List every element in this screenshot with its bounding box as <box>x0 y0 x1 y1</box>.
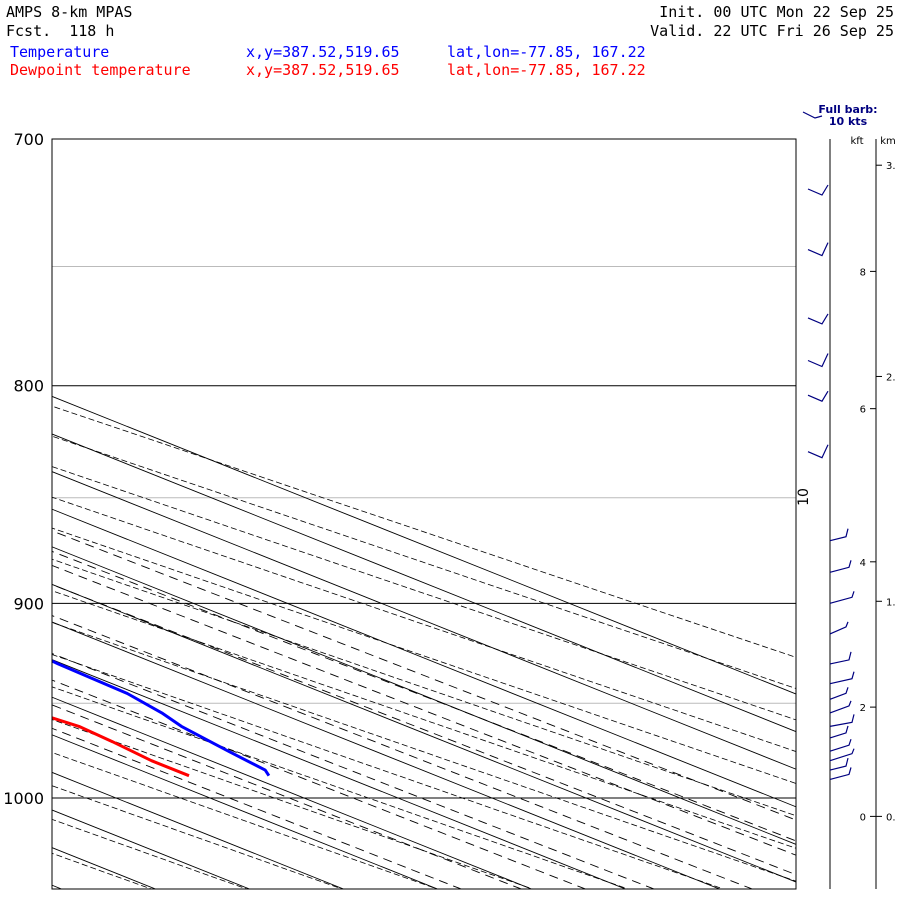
isotherm-line <box>52 433 796 733</box>
isotherm-line <box>52 696 532 889</box>
plot-frame <box>51 138 797 890</box>
kft-tick-label: 8 <box>860 267 866 278</box>
dry-adiabat-line <box>52 752 439 889</box>
temperature-legend-xy: x,y=387.52,519.65 <box>246 43 400 61</box>
km-tick-label: 0. <box>886 812 896 823</box>
dry-adiabat-line <box>52 527 796 784</box>
dewpoint-legend-xy: x,y=387.52,519.65 <box>246 61 400 79</box>
temperature-legend-latlon: lat,lon=-77.85, 167.22 <box>447 43 646 61</box>
dry-adiabat-line <box>52 496 796 752</box>
wind-barb-lower <box>829 700 852 714</box>
wind-barb-upper <box>807 184 829 196</box>
dry-adiabat-line <box>52 852 153 889</box>
pressure-tick-label: 700 <box>13 130 44 149</box>
km-tick-label: 1. <box>886 597 896 608</box>
mixing-ratio-line <box>52 564 796 856</box>
mixing-ratio-line <box>52 530 796 821</box>
kft-axis-label: kft <box>850 136 863 147</box>
dry-adiabat-line <box>52 686 630 889</box>
dry-adiabat-line <box>52 719 534 889</box>
wind-barb-lower <box>829 767 852 780</box>
kft-tick-label: 6 <box>860 405 866 416</box>
kft-tick-label: 0 <box>860 812 866 823</box>
isotherm-line <box>52 471 796 770</box>
isotherm-line <box>52 583 796 883</box>
mixing-ratio-line <box>52 704 523 889</box>
isotherm-line <box>52 508 796 808</box>
wind-barb-lower <box>829 671 855 685</box>
pressure-tick-label: 800 <box>13 377 44 396</box>
dry-adiabat-line <box>52 558 796 817</box>
isotherm-line <box>52 659 626 889</box>
kft-tick-label: 2 <box>860 703 866 714</box>
mixing-ratio-line <box>52 727 463 889</box>
right-panel: Full barb: 10 kts kft km 10 0 2 4 6 8 0. 1. 2. 3… <box>796 103 896 889</box>
wind-barb-upper <box>807 353 829 368</box>
wind-barb-lower <box>829 687 849 700</box>
wind-barb-upper <box>807 444 829 459</box>
temperature-legend-label: Temperature <box>10 43 110 61</box>
wind-barb-lower <box>829 748 855 762</box>
wind-barb-lower <box>829 757 849 771</box>
wind-barb-lower <box>829 621 849 635</box>
pressure-tick-label: 1000 <box>3 789 44 808</box>
isotherm-line <box>52 734 438 889</box>
isotherm-line <box>52 546 796 845</box>
wind-barb-lower <box>829 560 852 573</box>
wind-barb-lower <box>829 528 849 542</box>
full-barb-sample <box>802 111 823 119</box>
wind-speed-label: 10 <box>796 488 812 506</box>
background-lines <box>52 139 796 889</box>
model-title: AMPS 8-km MPAS <box>6 3 133 21</box>
full-barb-value: 10 kts <box>829 115 868 128</box>
isotherm-line <box>52 847 156 889</box>
axis-labels: 7008009001000-70-60-50-40-30-20-10022023… <box>3 130 44 808</box>
km-tick-label: 2. <box>886 372 896 383</box>
isotherm-line <box>52 621 720 889</box>
dry-adiabat-line <box>52 466 796 721</box>
km-axis-label: km <box>880 136 896 147</box>
dewpoint-legend-latlon: lat,lon=-77.85, 167.22 <box>447 61 646 79</box>
wind-barb-upper <box>807 390 829 402</box>
isotherm-line <box>52 395 796 695</box>
wind-barb-upper <box>807 313 829 325</box>
init-time: Init. 00 UTC Mon 22 Sep 25 <box>659 3 894 21</box>
mixing-ratio-line <box>52 550 796 842</box>
dry-adiabat-line <box>52 785 344 889</box>
dry-adiabat-line <box>52 818 248 889</box>
temperature-line <box>52 659 271 777</box>
mixing-ratio-line <box>52 584 796 876</box>
wind-barb-lower <box>829 714 855 727</box>
mixing-ratio-line <box>52 615 754 889</box>
km-tick-label: 3. <box>886 161 896 172</box>
sounding-series <box>52 659 271 778</box>
dry-adiabat-line <box>52 654 725 889</box>
dewpoint-legend-label: Dewpoint temperature <box>10 61 191 79</box>
pressure-tick-label: 900 <box>13 594 44 613</box>
dry-adiabat-line <box>52 590 796 849</box>
mixing-ratio-line <box>52 679 587 889</box>
kft-tick-label: 4 <box>860 558 866 569</box>
mixing-ratio-line <box>52 652 656 889</box>
full-barb-label: Full barb: <box>818 103 877 116</box>
dry-adiabat-line <box>52 621 796 882</box>
wind-barb-lower <box>829 651 852 665</box>
wind-barb-lower <box>829 725 849 739</box>
wind-barb-lower <box>829 739 852 752</box>
isotherm-line <box>52 809 250 889</box>
wind-barb-lower <box>829 591 855 604</box>
dry-adiabat-line <box>52 435 796 689</box>
wind-barb-upper <box>807 242 829 257</box>
forecast-hour: Fcst. 118 h <box>6 22 115 40</box>
dry-adiabat-line <box>52 405 796 658</box>
valid-time: Valid. 22 UTC Fri 26 Sep 25 <box>650 22 894 40</box>
